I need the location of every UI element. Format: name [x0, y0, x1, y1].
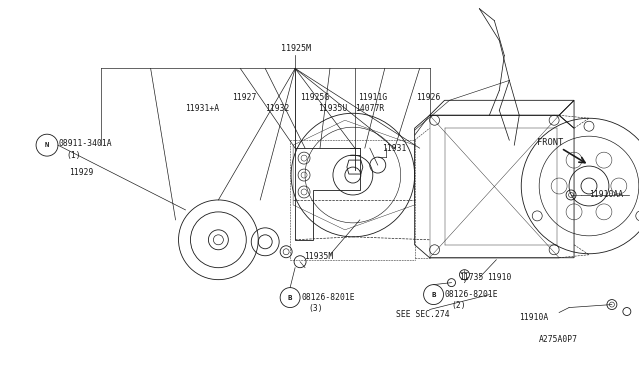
Text: 11935U: 11935U	[318, 104, 348, 113]
Text: 11929: 11929	[69, 167, 93, 177]
Text: 11910: 11910	[488, 273, 512, 282]
Text: (2): (2)	[451, 301, 466, 310]
Text: 11925M: 11925M	[281, 44, 311, 53]
Text: 11927: 11927	[232, 93, 257, 102]
Text: SEE SEC.274: SEE SEC.274	[396, 310, 449, 319]
Text: 11911G: 11911G	[358, 93, 387, 102]
Text: 11910A: 11910A	[519, 313, 548, 322]
Text: 08911-3401A: 08911-3401A	[59, 139, 113, 148]
Text: 14077R: 14077R	[355, 104, 384, 113]
Text: N: N	[45, 142, 49, 148]
Text: 11931+A: 11931+A	[186, 104, 220, 113]
Text: 08126-8201E: 08126-8201E	[445, 290, 498, 299]
Text: 11931: 11931	[382, 144, 406, 153]
Text: 11735: 11735	[460, 273, 484, 282]
Text: 11935M: 11935M	[304, 252, 333, 261]
Text: A275A0P7: A275A0P7	[539, 335, 578, 344]
Text: 11910AA: 11910AA	[589, 190, 623, 199]
Text: 11932: 11932	[265, 104, 289, 113]
Text: 11926: 11926	[415, 93, 440, 102]
Text: B: B	[431, 292, 436, 298]
Text: FRONT: FRONT	[537, 138, 563, 147]
Text: B: B	[288, 295, 292, 301]
Text: (3): (3)	[308, 304, 323, 313]
Text: 11925G: 11925G	[300, 93, 330, 102]
Text: (1): (1)	[66, 151, 81, 160]
Text: 08126-8201E: 08126-8201E	[301, 293, 355, 302]
